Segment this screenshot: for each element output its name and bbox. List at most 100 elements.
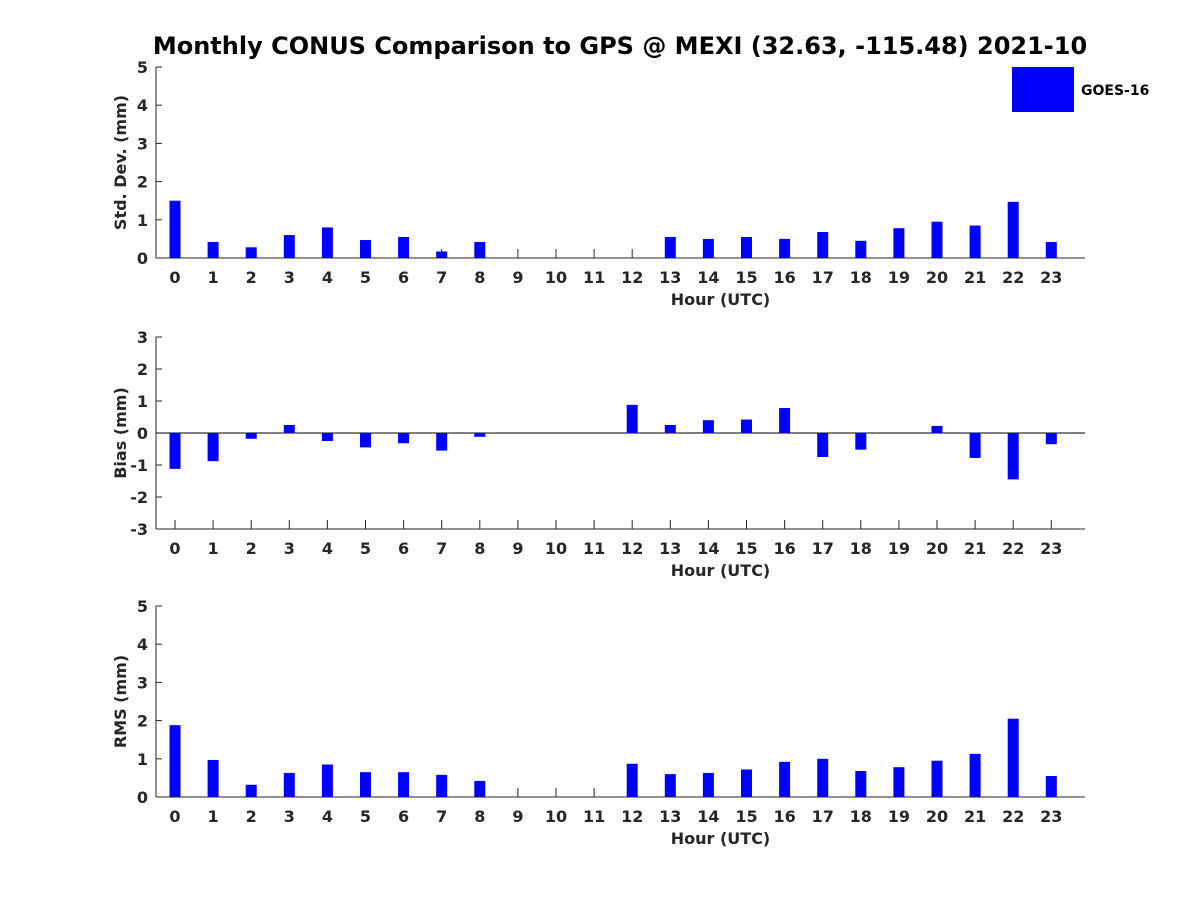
x-tick-label: 5 bbox=[360, 539, 371, 558]
bar-hour-3 bbox=[283, 425, 295, 433]
x-tick-label: 19 bbox=[888, 539, 910, 558]
x-tick-label: 20 bbox=[926, 539, 948, 558]
x-tick-label: 0 bbox=[169, 539, 180, 558]
bar-hour-8 bbox=[474, 780, 486, 797]
bar-hour-18 bbox=[855, 433, 867, 450]
x-tick-label: 22 bbox=[1002, 539, 1024, 558]
bar-hour-13 bbox=[664, 236, 676, 258]
x-tick-label: 16 bbox=[773, 539, 795, 558]
x-tick-label: 16 bbox=[773, 807, 795, 826]
bar-hour-20 bbox=[931, 760, 943, 797]
x-tick-label: 6 bbox=[398, 268, 409, 287]
bar-hour-4 bbox=[321, 764, 333, 797]
x-tick-label: 11 bbox=[583, 539, 605, 558]
bar-hour-6 bbox=[398, 772, 410, 797]
bar-hour-19 bbox=[893, 228, 905, 258]
x-tick-label: 10 bbox=[545, 268, 567, 287]
x-tick-label: 18 bbox=[850, 807, 872, 826]
bar-hour-17 bbox=[817, 433, 829, 457]
x-tick-label: 21 bbox=[964, 539, 986, 558]
bar-hour-4 bbox=[321, 433, 333, 441]
x-tick-label: 2 bbox=[246, 539, 257, 558]
bar-hour-17 bbox=[817, 232, 829, 258]
x-tick-label: 13 bbox=[659, 807, 681, 826]
x-tick-label: 12 bbox=[621, 539, 643, 558]
x-tick-label: 15 bbox=[735, 268, 757, 287]
y-axis-label: RMS (mm) bbox=[111, 655, 130, 748]
bar-hour-23 bbox=[1045, 433, 1057, 445]
y-tick-label: 3 bbox=[137, 673, 148, 692]
x-tick-label: 23 bbox=[1040, 807, 1062, 826]
x-tick-label: 5 bbox=[360, 268, 371, 287]
bar-hour-19 bbox=[893, 767, 905, 797]
bar-hour-16 bbox=[779, 408, 791, 433]
y-tick-label: 0 bbox=[137, 788, 148, 807]
x-tick-label: 2 bbox=[246, 268, 257, 287]
x-tick-label: 0 bbox=[169, 268, 180, 287]
y-tick-label: 3 bbox=[137, 134, 148, 153]
x-tick-label: 8 bbox=[474, 268, 485, 287]
y-tick-label: 2 bbox=[137, 712, 148, 731]
x-tick-label: 1 bbox=[208, 268, 219, 287]
x-tick-label: 13 bbox=[659, 268, 681, 287]
bar-hour-22 bbox=[1007, 433, 1019, 480]
x-tick-label: 23 bbox=[1040, 539, 1062, 558]
x-axis-label: Hour (UTC) bbox=[671, 561, 771, 580]
bar-hour-8 bbox=[474, 433, 486, 437]
y-tick-label: 5 bbox=[137, 597, 148, 616]
y-tick-label: 4 bbox=[137, 96, 148, 115]
x-tick-label: 13 bbox=[659, 539, 681, 558]
y-tick-label: 5 bbox=[137, 58, 148, 77]
x-tick-label: 21 bbox=[964, 807, 986, 826]
bar-hour-17 bbox=[817, 758, 829, 797]
y-tick-label: 4 bbox=[137, 635, 148, 654]
x-tick-label: 17 bbox=[812, 539, 834, 558]
x-tick-label: 19 bbox=[888, 807, 910, 826]
x-tick-label: 11 bbox=[583, 807, 605, 826]
bar-hour-4 bbox=[321, 227, 333, 258]
legend: GOES-16 bbox=[1012, 67, 1149, 112]
y-tick-label: 2 bbox=[137, 173, 148, 192]
bar-hour-6 bbox=[398, 433, 410, 444]
x-tick-label: 8 bbox=[474, 539, 485, 558]
bar-hour-16 bbox=[779, 761, 791, 797]
x-tick-label: 7 bbox=[436, 807, 447, 826]
bar-hour-0 bbox=[169, 200, 181, 258]
x-tick-label: 3 bbox=[284, 539, 295, 558]
y-tick-label: -2 bbox=[130, 488, 148, 507]
bar-hour-5 bbox=[360, 772, 371, 797]
bar-hour-22 bbox=[1007, 201, 1019, 258]
bar-hour-16 bbox=[779, 238, 791, 258]
x-tick-label: 14 bbox=[697, 268, 719, 287]
x-tick-label: 17 bbox=[812, 807, 834, 826]
bar-hour-7 bbox=[436, 251, 448, 258]
x-tick-label: 12 bbox=[621, 268, 643, 287]
x-tick-label: 2 bbox=[246, 807, 257, 826]
x-tick-label: 0 bbox=[169, 807, 180, 826]
bar-hour-5 bbox=[360, 240, 371, 258]
x-tick-label: 9 bbox=[512, 807, 523, 826]
bar-hour-0 bbox=[169, 433, 181, 469]
y-tick-label: 0 bbox=[137, 249, 148, 268]
x-tick-label: 4 bbox=[322, 268, 333, 287]
x-tick-label: 9 bbox=[512, 268, 523, 287]
bar-hour-3 bbox=[283, 235, 295, 258]
x-tick-label: 21 bbox=[964, 268, 986, 287]
bar-hour-3 bbox=[283, 772, 295, 797]
y-tick-label: -3 bbox=[130, 520, 148, 539]
x-tick-label: 6 bbox=[398, 807, 409, 826]
x-axis-label: Hour (UTC) bbox=[671, 290, 771, 309]
bar-hour-0 bbox=[169, 725, 181, 797]
bar-hour-2 bbox=[245, 784, 257, 797]
bar-hour-23 bbox=[1045, 241, 1057, 258]
bar-hour-21 bbox=[969, 753, 981, 797]
bar-hour-21 bbox=[969, 225, 981, 258]
bar-hour-7 bbox=[436, 774, 448, 797]
x-tick-label: 8 bbox=[474, 807, 485, 826]
bar-hour-18 bbox=[855, 240, 867, 258]
x-tick-label: 22 bbox=[1002, 807, 1024, 826]
bar-hour-5 bbox=[360, 433, 371, 448]
y-tick-label: 1 bbox=[137, 750, 148, 769]
x-tick-label: 7 bbox=[436, 268, 447, 287]
